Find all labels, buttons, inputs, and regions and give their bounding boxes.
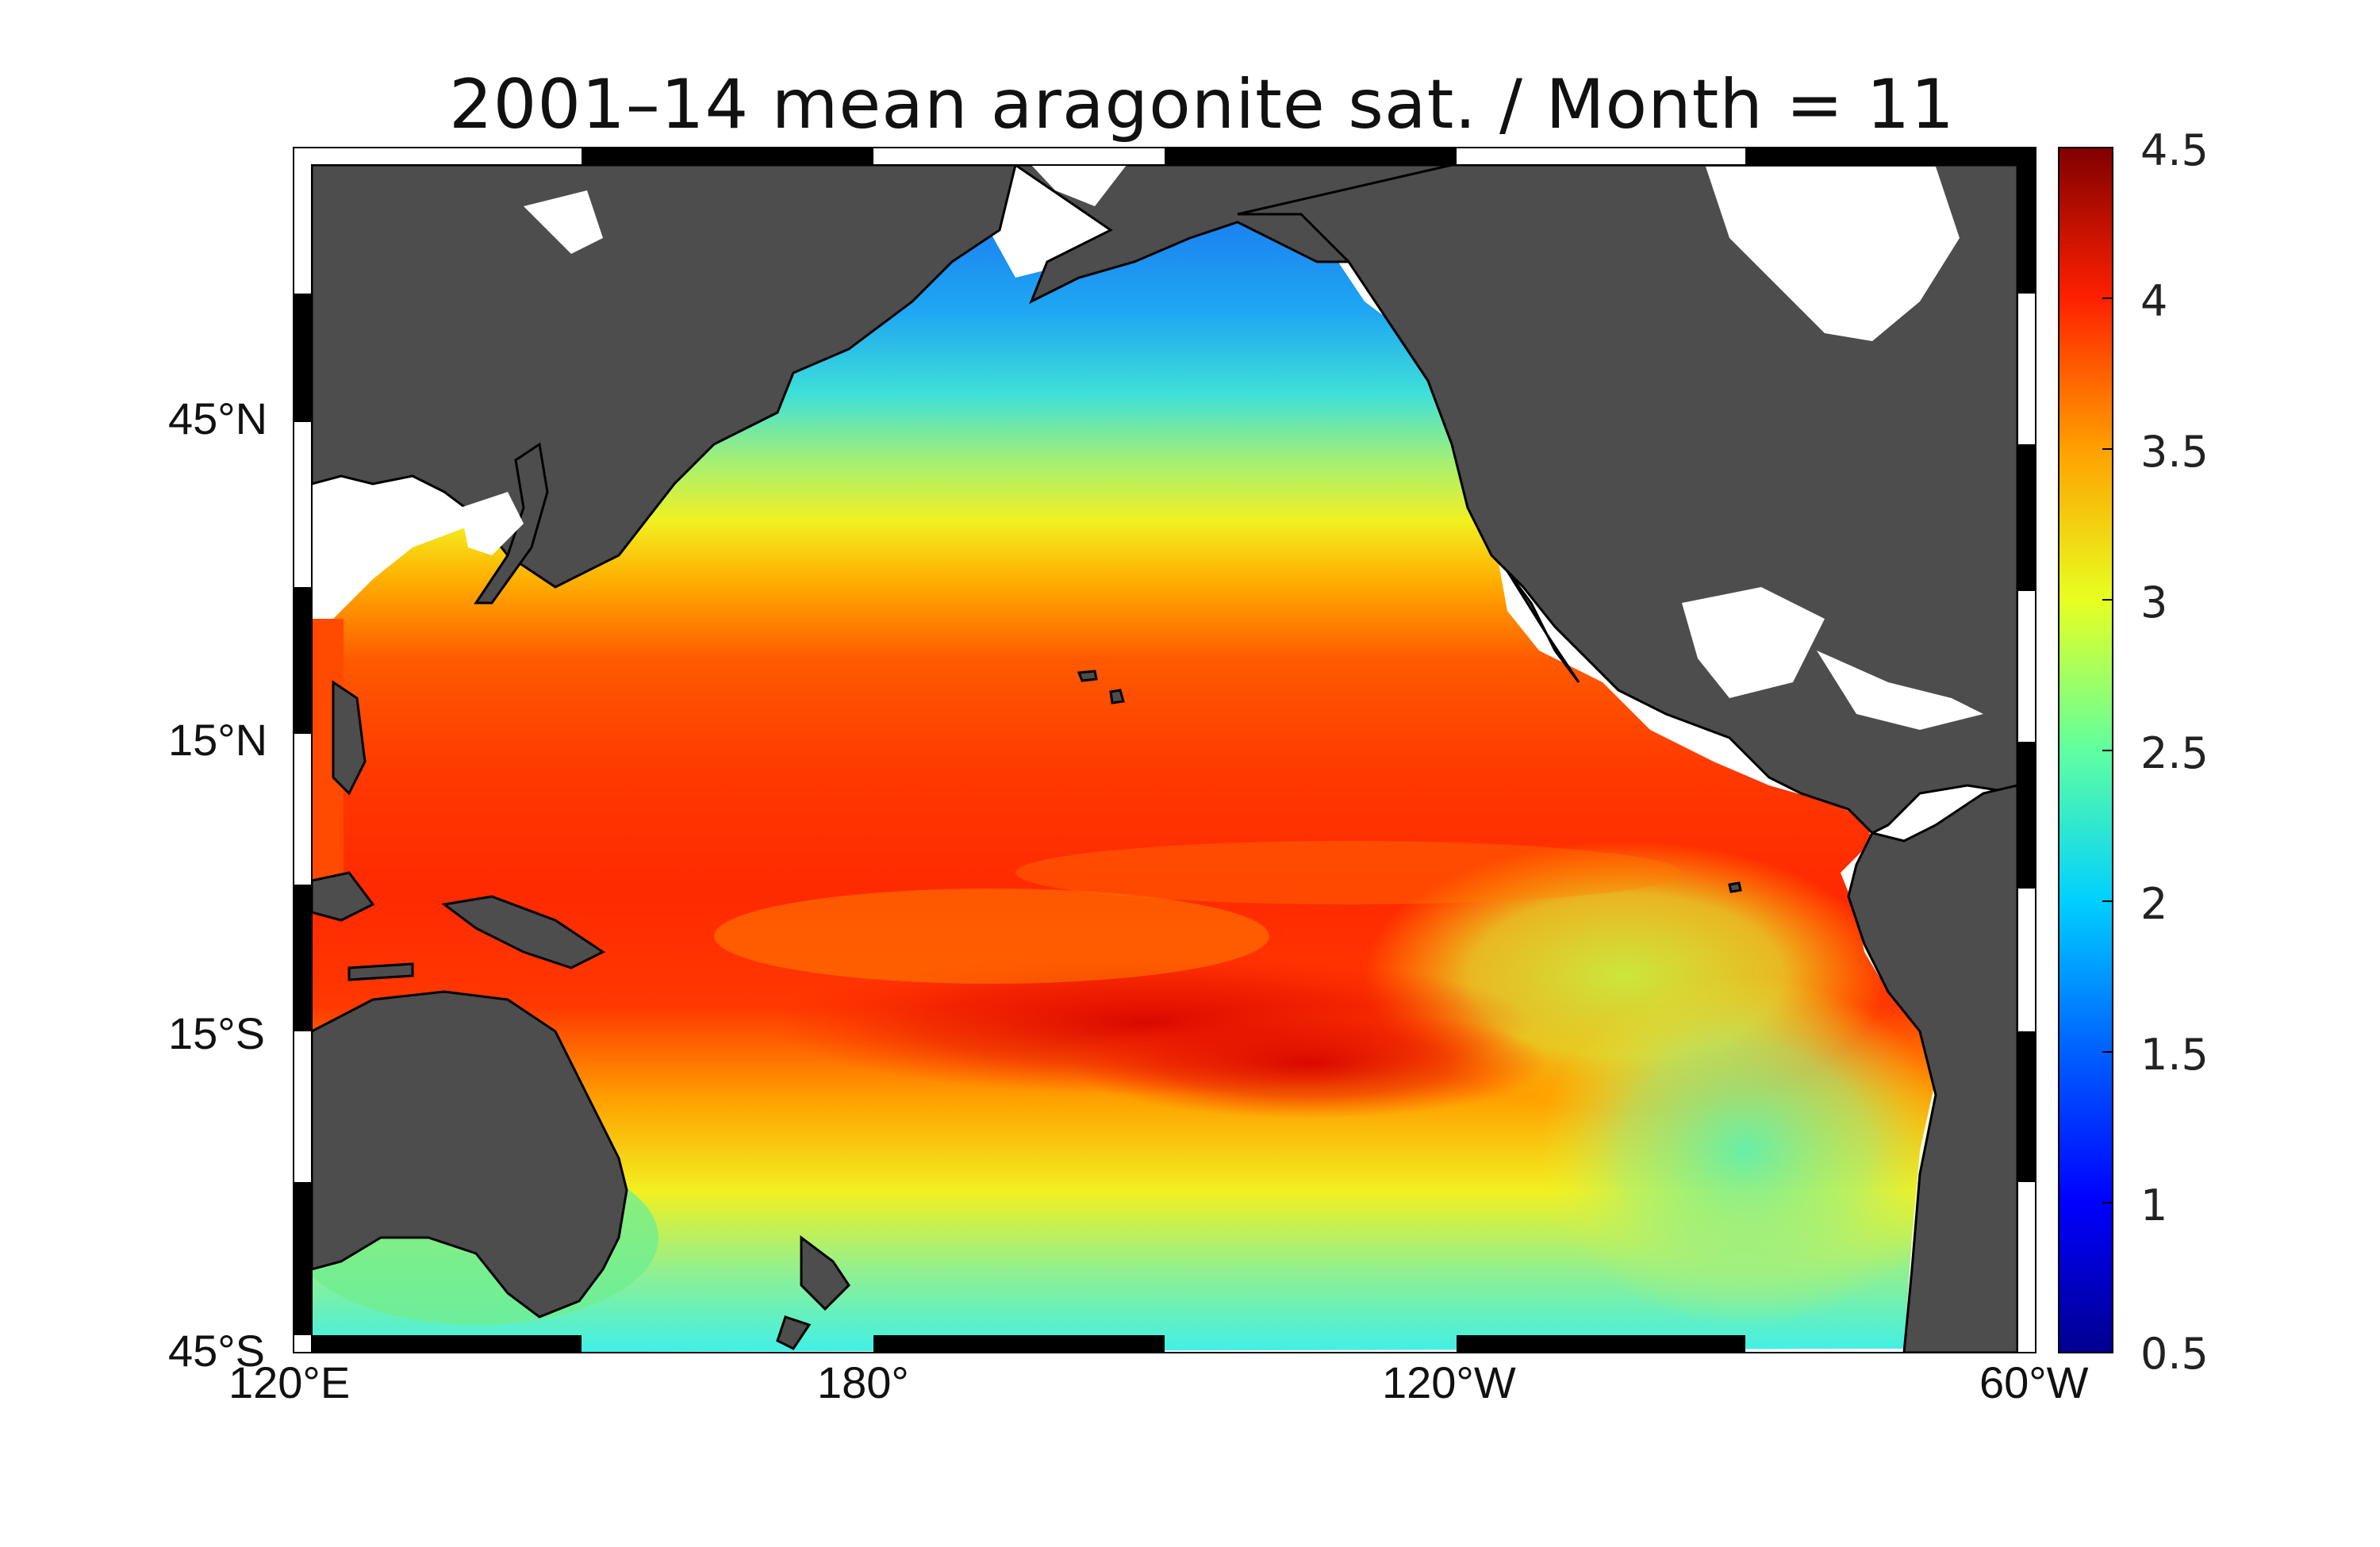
colorbar-tick-label: 1 — [2140, 1180, 2168, 1230]
map-frame — [293, 147, 2036, 1353]
colorbar-tick-label: 1.5 — [2140, 1030, 2209, 1080]
colorbar-tick-label: 3.5 — [2140, 427, 2209, 477]
lon-label-120w: 120°W — [1382, 1357, 1516, 1407]
lat-label-15n: 15°N — [168, 715, 268, 765]
colorbar — [2058, 147, 2113, 1353]
colorbar-tick-label: 2.5 — [2140, 728, 2209, 778]
no-data-regions — [460, 165, 1983, 730]
map-field — [312, 165, 2017, 1353]
colorbar-tick-label: 4 — [2140, 276, 2168, 326]
map-title: 2001–14 mean aragonite sat. / Month = 11 — [448, 65, 1956, 144]
land-masses — [312, 165, 2017, 1353]
lat-label-45n: 45°N — [168, 393, 268, 443]
colorbar-tick-label: 2 — [2140, 879, 2168, 929]
colorbar-tick-label: 3 — [2140, 578, 2168, 628]
colorbar-tick-label: 0.5 — [2140, 1329, 2209, 1379]
lon-label-120e: 120°E — [228, 1357, 351, 1407]
lat-label-45s: 45°S — [168, 1326, 266, 1376]
lat-label-15s: 15°S — [168, 1008, 266, 1058]
colorbar-tick-label: 4.5 — [2140, 125, 2209, 175]
lon-label-180: 180° — [817, 1357, 909, 1407]
lon-label-60w: 60°W — [1979, 1357, 2089, 1407]
